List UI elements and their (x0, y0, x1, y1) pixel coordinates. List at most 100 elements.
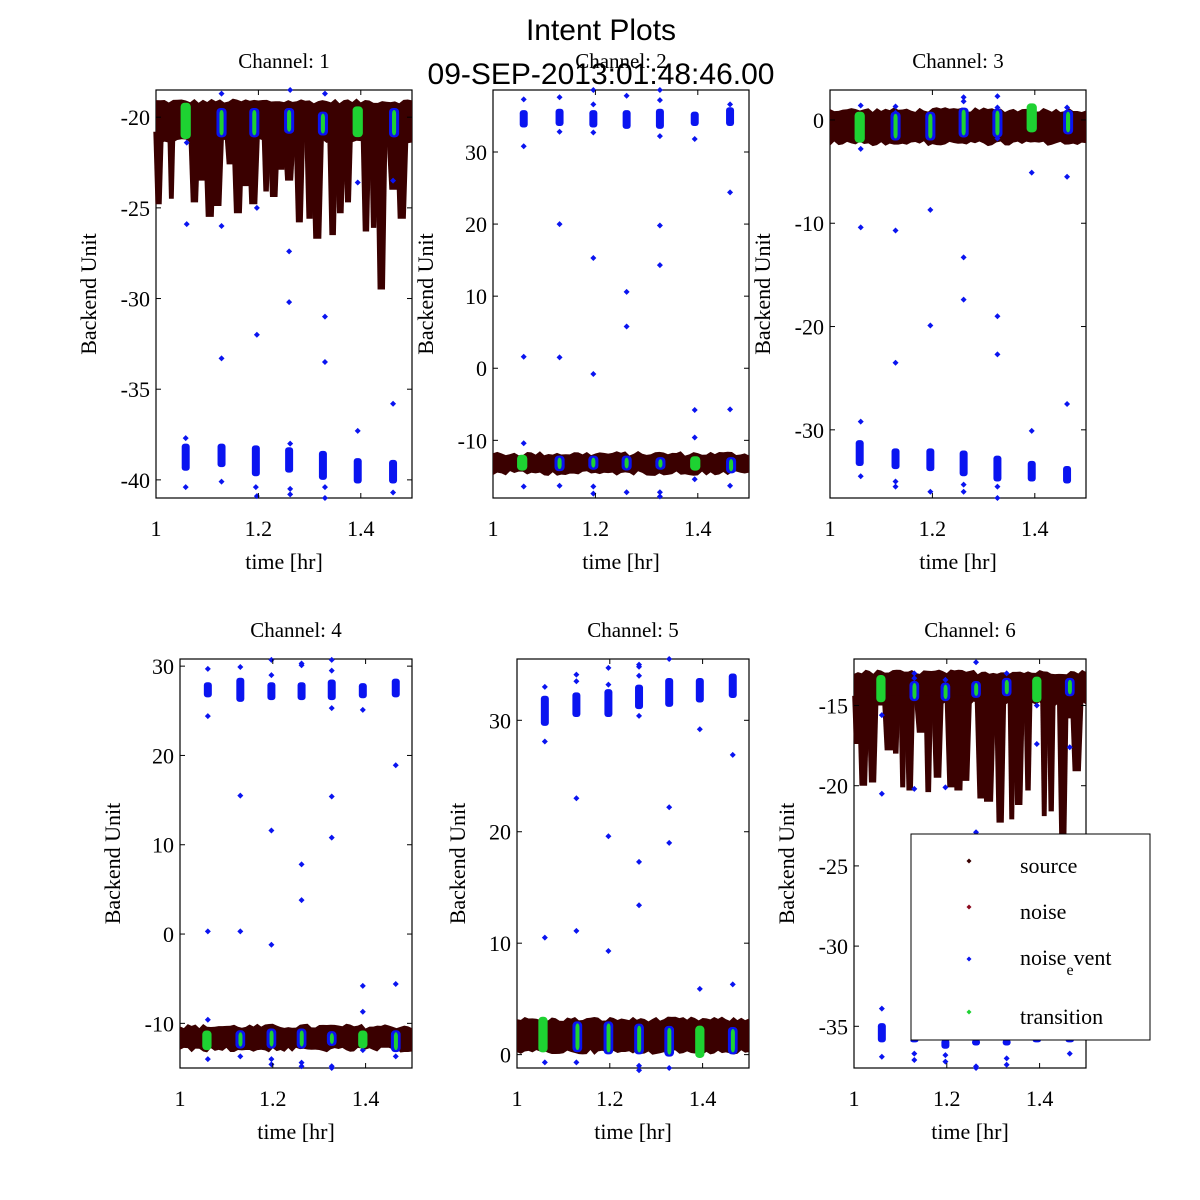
transition-cluster (352, 106, 363, 138)
noise-event-point (911, 785, 918, 792)
noise-event-cluster (959, 450, 968, 477)
source-dip (1046, 695, 1056, 812)
noise-event-point (729, 751, 736, 758)
noise-event-point (268, 941, 275, 948)
x-axis-label: time [hr] (931, 1119, 1009, 1144)
noise-event-point (321, 313, 328, 320)
y-axis-label: Backend Unit (750, 233, 775, 355)
noise-event-point (298, 897, 305, 904)
noise-event-point (1028, 169, 1035, 176)
transition-cluster (517, 454, 528, 471)
source-dip (981, 695, 997, 802)
transition-cluster (1026, 103, 1037, 133)
subplot-title: Channel: 2 (575, 49, 667, 73)
noise-event-point (973, 1065, 980, 1071)
source-dip (343, 131, 353, 203)
noise-event-point (623, 323, 630, 330)
figure-title: Intent Plots (526, 14, 676, 47)
noise-event-cluster (726, 107, 735, 127)
noise-event-point (298, 861, 305, 868)
subplot-channel-6: 1 1.2 1.4 -15 -20 -25 -30 -35 Channel: 6 time [hr… (774, 618, 1087, 1144)
transition-cluster (624, 457, 629, 469)
series-transition (538, 1016, 735, 1058)
y-tick-label: 0 (476, 356, 487, 381)
x-tick-label: 1.4 (684, 516, 712, 541)
y-tick-label: 30 (489, 708, 511, 733)
noise-event-cluster (1027, 460, 1036, 482)
transition-cluster (854, 111, 865, 143)
noise-event-cluster (572, 692, 581, 717)
legend-label-noise-event-tail: vent (1074, 945, 1112, 970)
series-transition (854, 103, 1071, 143)
transition-cluster (876, 675, 886, 703)
noise-event-cluster (695, 677, 704, 703)
noise-event-cluster (941, 1039, 950, 1049)
y-axis-label: Backend Unit (445, 803, 470, 925)
transition-cluster (252, 109, 257, 136)
noise-event-point (727, 482, 734, 489)
axes-box (492, 89, 750, 499)
axis-ticks: 1 1.2 1.4 30 20 10 0 (489, 659, 749, 1111)
subplot-channel-2: 1 1.2 1.4 30 20 10 0 -10 Channel: 2 time [hr] Back… (413, 49, 750, 574)
source-dip (375, 131, 388, 290)
noise-event-point (727, 101, 734, 108)
transition-cluster (928, 113, 933, 139)
noise-event-point (857, 224, 864, 231)
noise-event-point (218, 90, 225, 97)
noise-event-point (691, 407, 698, 414)
noise-event-point (727, 189, 734, 196)
noise-event-point (328, 656, 335, 663)
noise-event-cluster (203, 682, 212, 698)
x-tick-label: 1 (488, 516, 499, 541)
y-axis-label: Backend Unit (774, 803, 799, 925)
noise-event-point (390, 489, 397, 496)
source-band (493, 450, 749, 476)
noise-event-point (287, 440, 294, 447)
axes-box (155, 89, 413, 499)
series-noise-event (855, 93, 1074, 501)
y-tick-label: -25 (121, 196, 150, 221)
noise-event-point (359, 1047, 366, 1054)
transition-cluster (219, 109, 224, 136)
subplot-title: Channel: 3 (912, 49, 1004, 73)
noise-event-point (182, 484, 189, 491)
noise-event-point (328, 705, 335, 712)
transition-cluster (238, 1032, 243, 1047)
noise-event-point (942, 676, 949, 683)
y-tick-label: -35 (121, 377, 150, 402)
legend-marker-noise-event (966, 956, 972, 962)
axis-ticks: 1 1.2 1.4 30 20 10 0 -10 (458, 90, 749, 541)
noise-event-point (960, 98, 967, 105)
noise-event-point (183, 139, 190, 146)
source-dip (958, 695, 972, 781)
noise-event-point (623, 288, 630, 295)
source-dip (1040, 695, 1049, 817)
transition-cluster (393, 1032, 398, 1051)
series-source (493, 450, 749, 476)
source-dip (267, 131, 281, 197)
legend-marker-source (966, 858, 972, 864)
noise-event-point (354, 179, 361, 186)
noise-event-point (328, 793, 335, 800)
noise-event-point (892, 227, 899, 234)
noise-event-point (520, 96, 527, 103)
transition-cluster (1004, 679, 1009, 695)
noise-event-cluster (993, 455, 1002, 482)
noise-event-point (218, 478, 225, 485)
series-noise-event (203, 656, 401, 1071)
transition-cluster (995, 110, 1000, 136)
noise-event-point (573, 678, 580, 685)
noise-event-cluster (217, 443, 226, 468)
noise-event-point (520, 143, 527, 150)
noise-event-point (573, 671, 580, 678)
noise-event-point (994, 483, 1001, 490)
source-dip (246, 131, 261, 205)
source-dip (282, 131, 296, 181)
noise-event-point (729, 981, 736, 988)
x-tick-label: 1 (825, 516, 836, 541)
plot-area (517, 656, 749, 1074)
y-tick-label: 20 (489, 820, 511, 845)
series-noise-event (519, 87, 737, 500)
noise-event-point (573, 927, 580, 934)
plot-area (153, 87, 412, 501)
